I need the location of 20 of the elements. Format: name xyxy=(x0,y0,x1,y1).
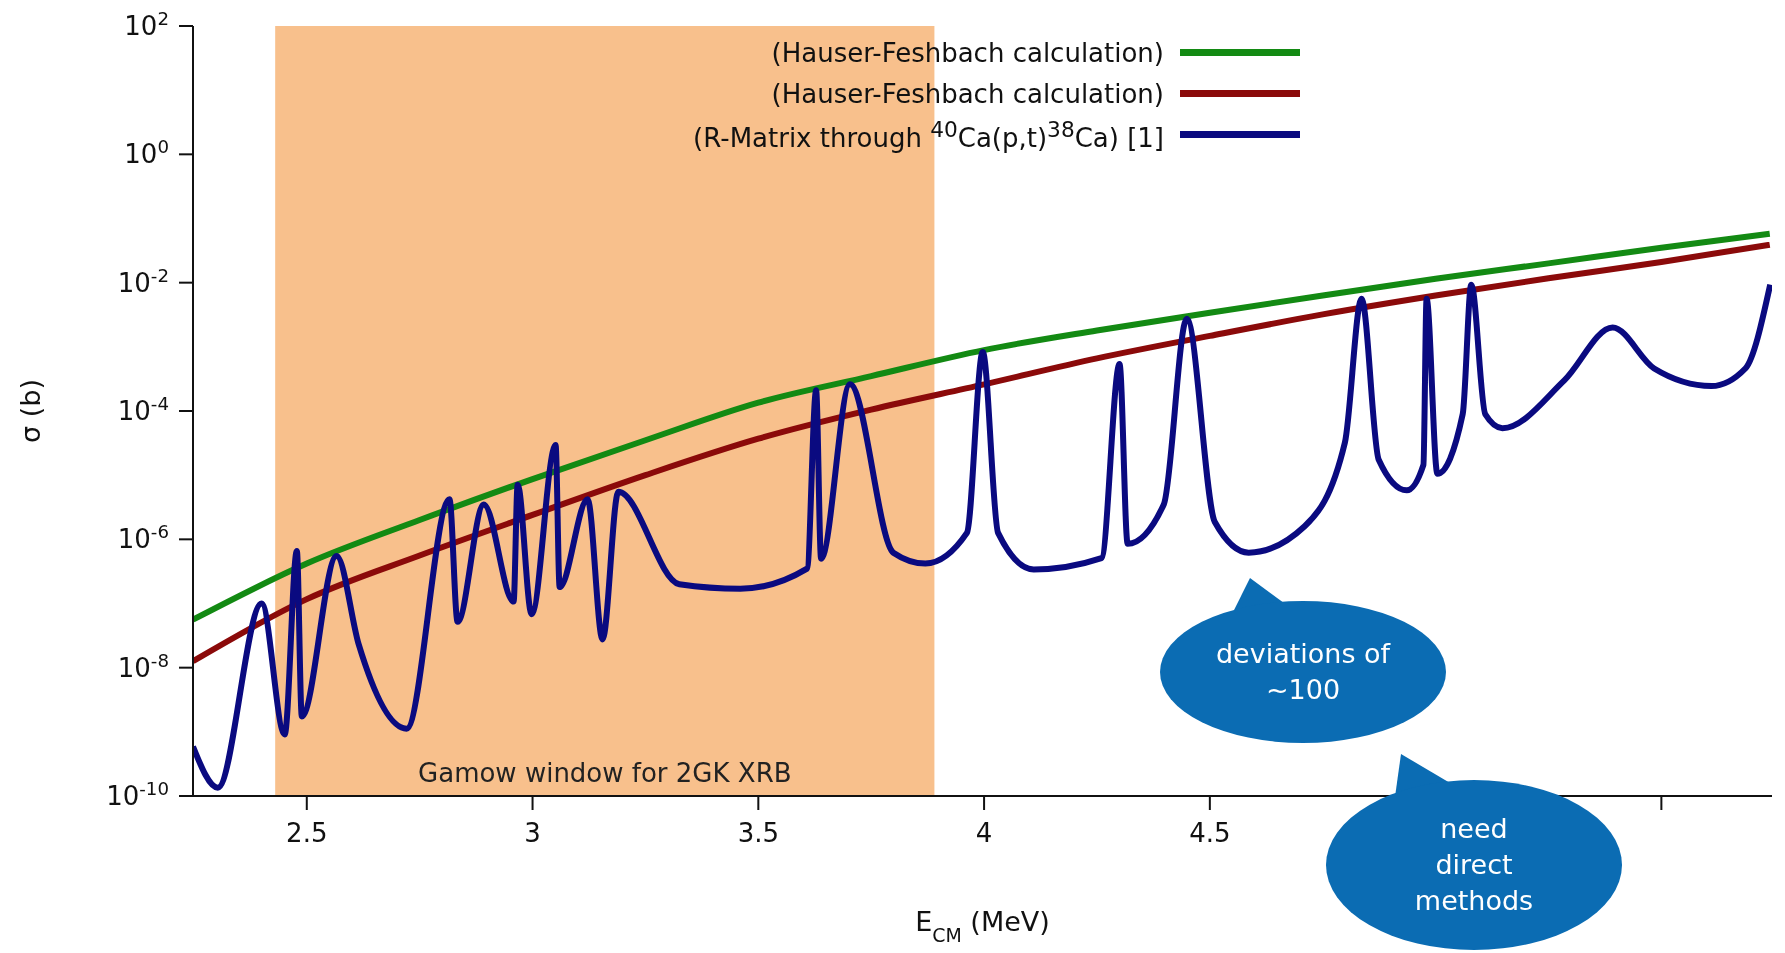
y-tick-label: 10$^{-10}$ xyxy=(106,777,169,811)
legend-label: (R-Matrix through $^{40}$Ca(p,t)$^{38}$Ca) [1] xyxy=(693,116,1164,153)
text: need direct methods xyxy=(1413,812,1535,918)
legend-label: (Hauser-Feshbach calculation) xyxy=(771,37,1164,68)
band-label: Gamow window for 2GK XRB xyxy=(418,758,792,788)
x-tick-label: 4.5 xyxy=(1189,818,1231,848)
y-tick-label: 10$^{-4}$ xyxy=(117,392,169,426)
y-tick-label: 10$^{-8}$ xyxy=(117,649,169,683)
x-axis-title: E$_{CM}$ (MeV) xyxy=(915,906,1050,946)
x-tick-label: 2.5 xyxy=(286,818,328,848)
y-tick-label: 10$^{0}$ xyxy=(124,135,169,170)
annotation: deviations of ~100 xyxy=(1214,637,1392,707)
x-tick-label: 4 xyxy=(975,818,993,848)
legend-label: (Hauser-Feshbach calculation) xyxy=(771,78,1164,109)
y-tick-label: 10$^{2}$ xyxy=(124,7,169,41)
y-axis-title: σ (b) xyxy=(15,379,46,443)
x-tick-label: 3.5 xyxy=(737,818,779,848)
y-tick-label: 10$^{-2}$ xyxy=(117,264,169,298)
x-tick-label: 3 xyxy=(524,818,541,848)
y-tick-label: 10$^{-6}$ xyxy=(117,520,169,555)
